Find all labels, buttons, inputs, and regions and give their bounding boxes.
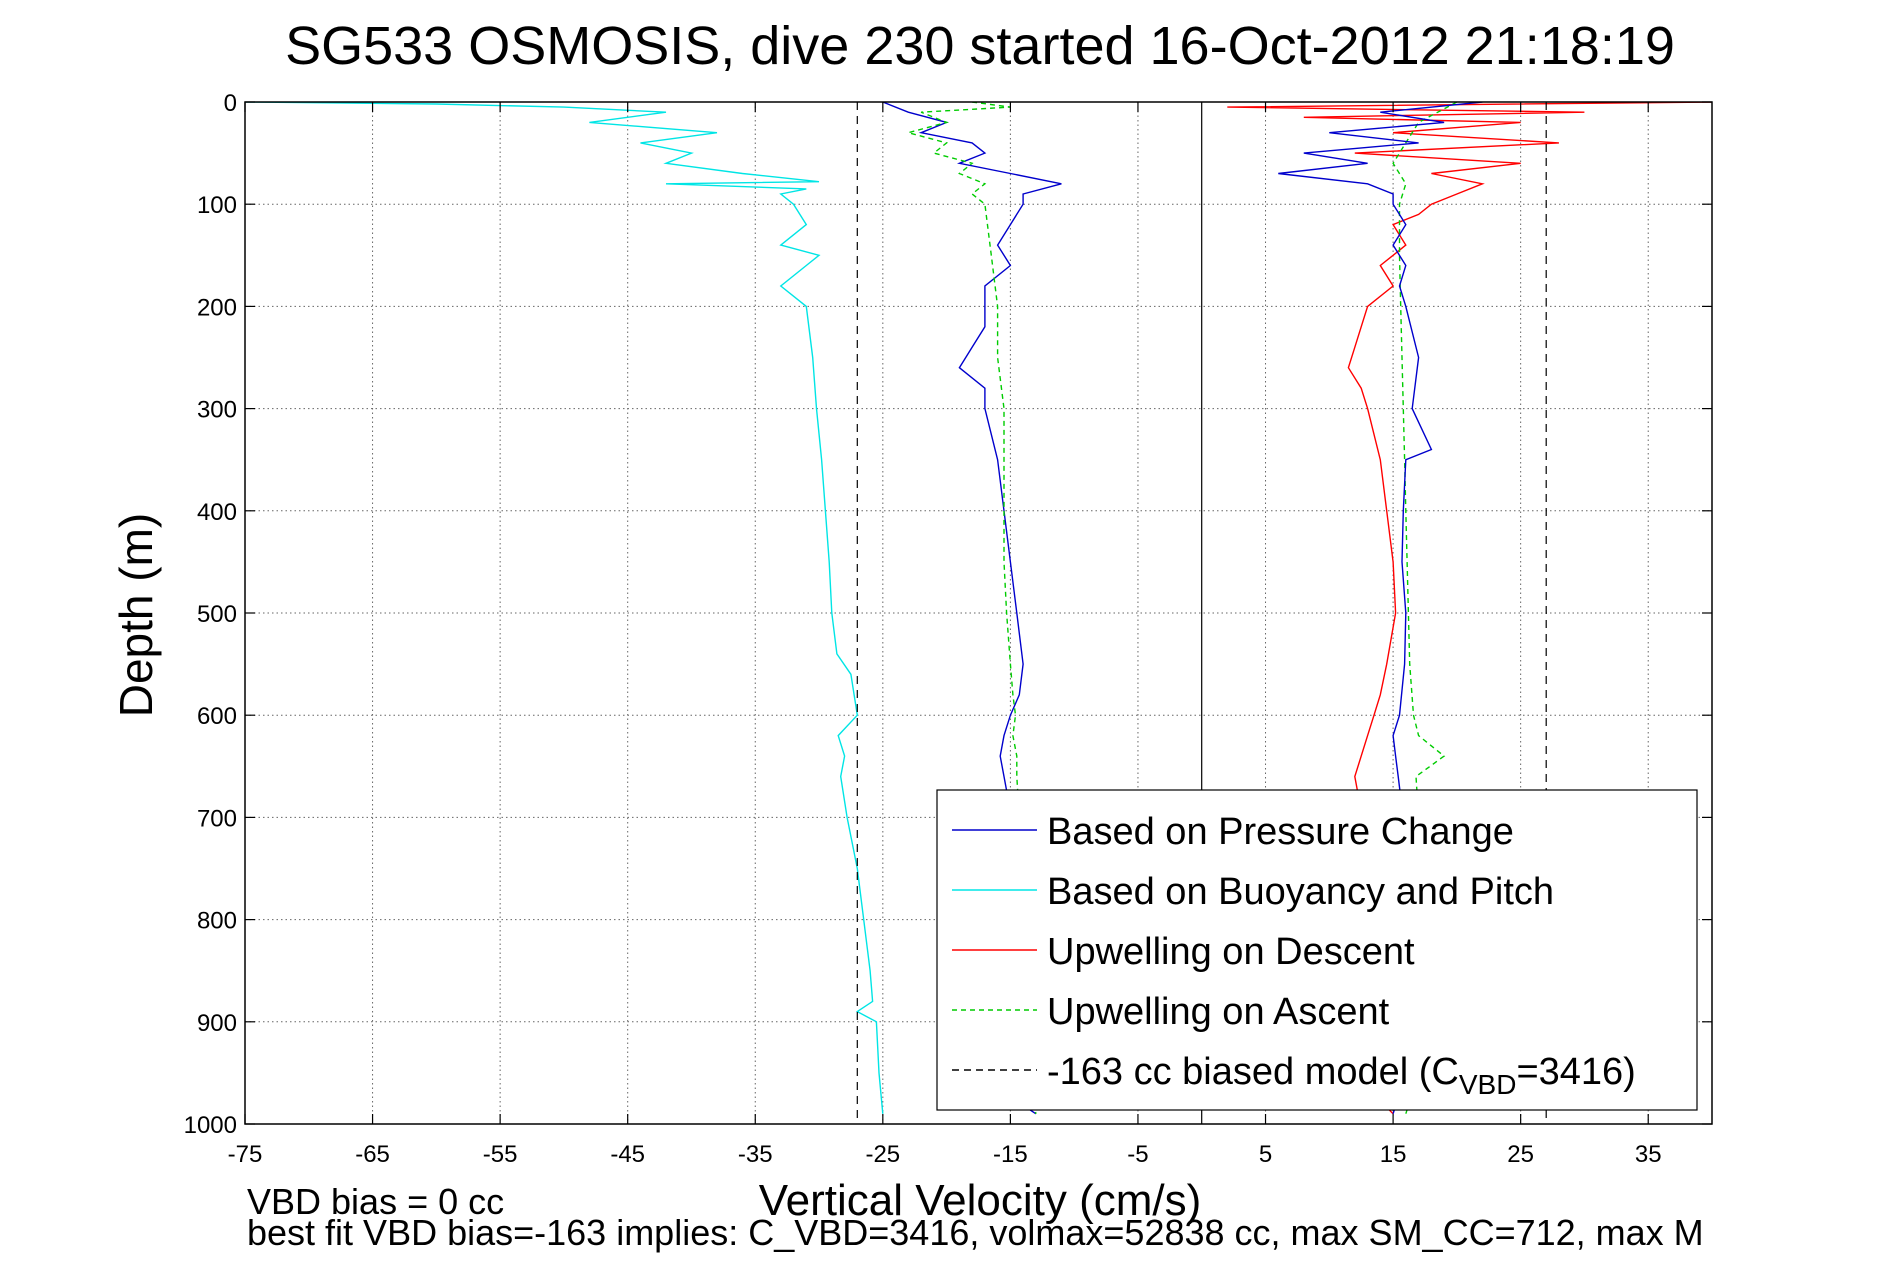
y-tick-label: 800: [197, 908, 237, 935]
x-tick-label: 5: [1259, 1141, 1272, 1168]
legend-box: [936, 789, 1698, 1111]
series-line-buoyancy: [245, 102, 884, 1114]
x-tick-label: 35: [1635, 1141, 1662, 1168]
y-tick-label: 100: [197, 192, 237, 219]
legend-label: Based on Pressure Change: [1047, 811, 1514, 853]
x-tick-label: -75: [228, 1141, 263, 1168]
x-tick-label: -35: [738, 1141, 773, 1168]
x-tick-label: -5: [1127, 1141, 1148, 1168]
y-tick-label: 900: [197, 1010, 237, 1037]
legend-label: -163 cc biased model (CVBD=3416): [1047, 1051, 1636, 1100]
y-tick-label: 600: [197, 703, 237, 730]
y-tick-label: 500: [197, 601, 237, 628]
legend: Based on Pressure Change Based on Buoyanc…: [936, 789, 1698, 1111]
annotation-vbd-bias: VBD bias = 0 cc: [247, 1181, 504, 1222]
y-axis-label: Depth (m): [110, 513, 162, 717]
x-tick-label: -15: [993, 1141, 1028, 1168]
x-axis-label: Vertical Velocity (cm/s): [759, 1176, 1202, 1225]
legend-label-subscript: VBD: [1459, 1069, 1517, 1100]
legend-label: Based on Buoyancy and Pitch: [1047, 871, 1554, 913]
legend-label-tail: =3416): [1516, 1051, 1635, 1093]
x-tick-label: 25: [1507, 1141, 1534, 1168]
x-tick-label: -55: [483, 1141, 518, 1168]
x-tick-label: 15: [1380, 1141, 1407, 1168]
y-tick-label: 200: [197, 294, 237, 321]
y-tick-label: 1000: [184, 1112, 237, 1139]
legend-label-main: -163 cc biased model (C: [1047, 1051, 1459, 1093]
y-tick-label: 300: [197, 397, 237, 424]
series-line-upw_ascent: [905, 102, 1037, 1114]
x-axis-ticks: -75 -65 -55 -45 -35 -25 -15 -5 5 15 25 35: [228, 102, 1662, 1168]
y-tick-label: 0: [224, 90, 237, 117]
annotation-best-fit: best fit VBD bias=-163 implies: C_VBD=34…: [247, 1212, 1704, 1253]
y-tick-label: 400: [197, 499, 237, 526]
x-tick-label: -65: [355, 1141, 390, 1168]
x-tick-label: -25: [865, 1141, 900, 1168]
chart-title: SG533 OSMOSIS, dive 230 started 16-Oct-2…: [285, 16, 1675, 76]
x-tick-label: -45: [610, 1141, 645, 1168]
legend-label: Upwelling on Ascent: [1047, 991, 1390, 1033]
legend-label: Upwelling on Descent: [1047, 931, 1415, 973]
y-axis-ticks: 0 100 200 300 400 500 600 700 800 900 1000: [184, 90, 1712, 1139]
series-group: [245, 102, 1712, 1124]
y-tick-label: 700: [197, 805, 237, 832]
